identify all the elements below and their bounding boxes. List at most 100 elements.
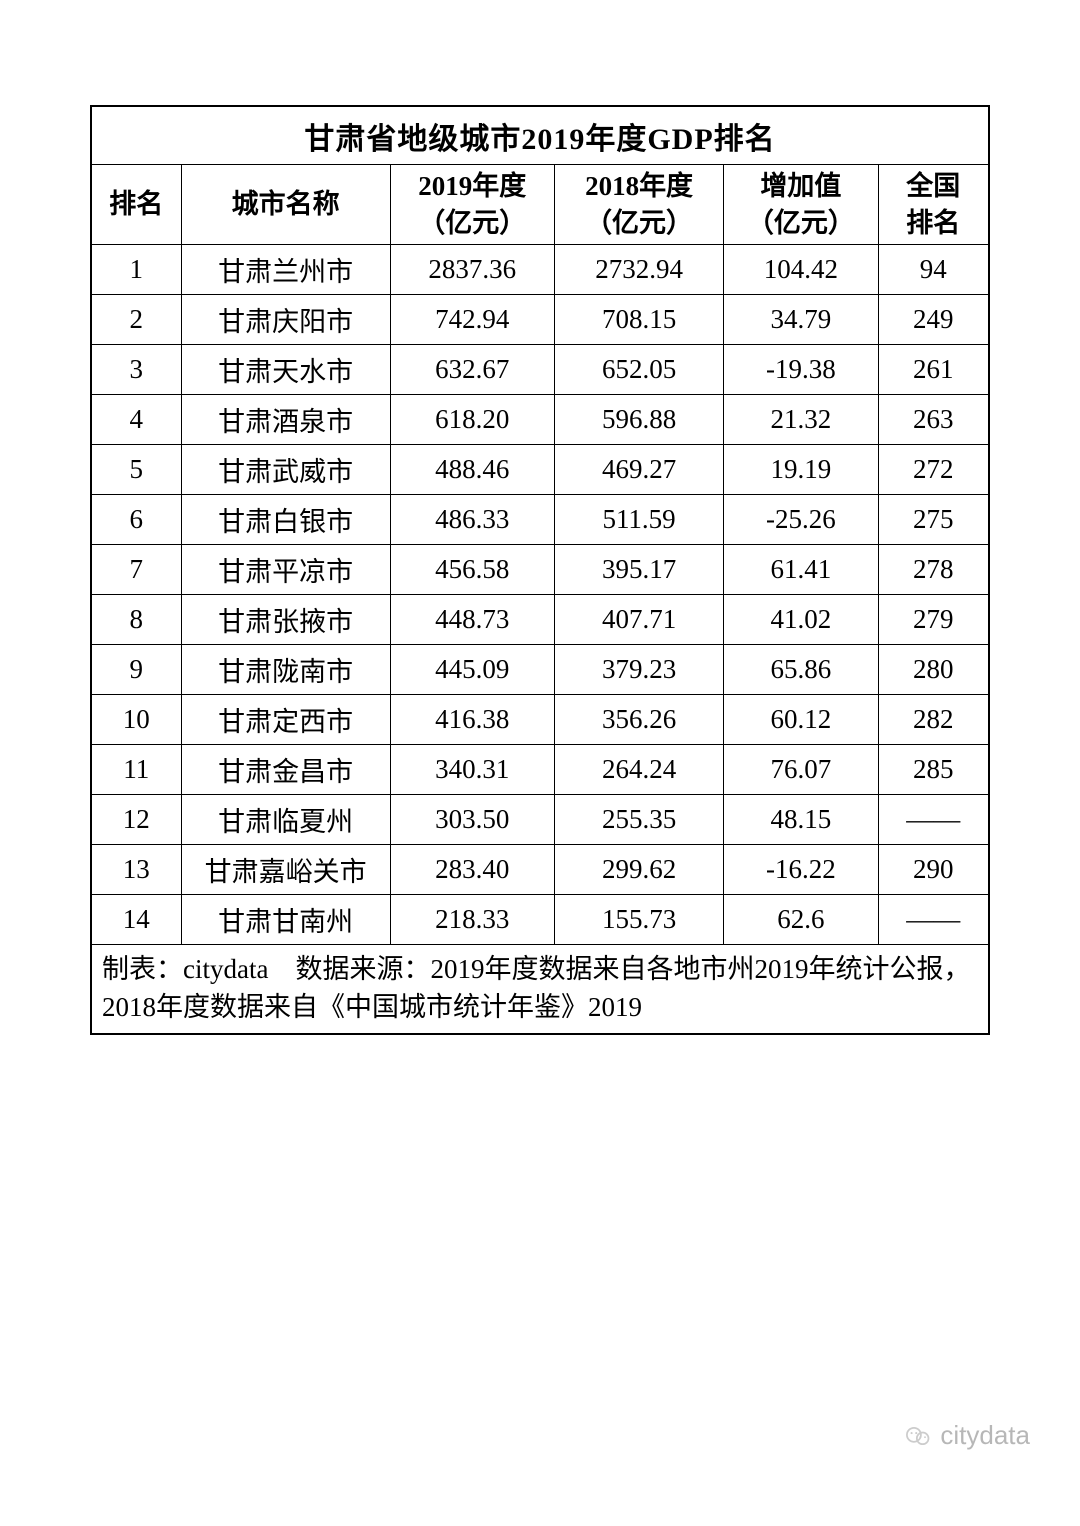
- table-footer-text: 制表：citydata 数据来源：2019年度数据来自各地市州2019年统计公报…: [102, 951, 978, 1027]
- table-row: 12甘肃临夏州303.50255.3548.15——: [92, 795, 988, 845]
- cell-increase: 104.42: [724, 245, 878, 294]
- table-row: 10甘肃定西市416.38356.2660.12282: [92, 695, 988, 745]
- header-2018-line1: 2018年度: [585, 168, 693, 204]
- cell-rank: 14: [92, 895, 182, 944]
- wechat-icon: [904, 1422, 932, 1450]
- cell-rank: 3: [92, 345, 182, 394]
- cell-y2019: 340.31: [391, 745, 555, 794]
- cell-increase: 76.07: [724, 745, 878, 794]
- header-national-line1: 全国: [906, 168, 960, 204]
- cell-national-rank: 249: [879, 295, 989, 344]
- table-row: 6甘肃白银市486.33511.59-25.26275: [92, 495, 988, 545]
- header-2018: 2018年度 （亿元）: [555, 165, 724, 244]
- cell-rank: 1: [92, 245, 182, 294]
- watermark: citydata: [904, 1420, 1030, 1451]
- cell-increase: 34.79: [724, 295, 878, 344]
- cell-national-rank: ——: [879, 895, 989, 944]
- cell-y2018: 264.24: [555, 745, 724, 794]
- cell-increase: 60.12: [724, 695, 878, 744]
- cell-rank: 4: [92, 395, 182, 444]
- cell-national-rank: ——: [879, 795, 989, 844]
- header-rank: 排名: [92, 165, 182, 244]
- cell-city: 甘肃庆阳市: [182, 295, 391, 344]
- cell-rank: 10: [92, 695, 182, 744]
- cell-y2019: 618.20: [391, 395, 555, 444]
- cell-increase: 61.41: [724, 545, 878, 594]
- cell-increase: 62.6: [724, 895, 878, 944]
- cell-rank: 9: [92, 645, 182, 694]
- cell-y2018: 395.17: [555, 545, 724, 594]
- cell-national-rank: 275: [879, 495, 989, 544]
- cell-increase: 21.32: [724, 395, 878, 444]
- table-header-row: 排名 城市名称 2019年度 （亿元） 2018年度 （亿元） 增加值 （亿元）…: [92, 165, 988, 245]
- cell-city: 甘肃平凉市: [182, 545, 391, 594]
- header-city: 城市名称: [182, 165, 391, 244]
- cell-increase: 19.19: [724, 445, 878, 494]
- cell-y2018: 511.59: [555, 495, 724, 544]
- table-row: 7甘肃平凉市456.58395.1761.41278: [92, 545, 988, 595]
- cell-national-rank: 261: [879, 345, 989, 394]
- table-row: 1甘肃兰州市2837.362732.94104.4294: [92, 245, 988, 295]
- cell-y2018: 255.35: [555, 795, 724, 844]
- cell-city: 甘肃甘南州: [182, 895, 391, 944]
- header-2019-line1: 2019年度: [418, 168, 526, 204]
- cell-city: 甘肃张掖市: [182, 595, 391, 644]
- cell-y2019: 742.94: [391, 295, 555, 344]
- table-body: 1甘肃兰州市2837.362732.94104.42942甘肃庆阳市742.94…: [92, 245, 988, 945]
- cell-y2019: 448.73: [391, 595, 555, 644]
- cell-rank: 8: [92, 595, 182, 644]
- header-national-line2: 排名: [906, 205, 960, 241]
- cell-city: 甘肃陇南市: [182, 645, 391, 694]
- cell-national-rank: 282: [879, 695, 989, 744]
- cell-y2019: 632.67: [391, 345, 555, 394]
- header-increase: 增加值 （亿元）: [724, 165, 878, 244]
- table-row: 8甘肃张掖市448.73407.7141.02279: [92, 595, 988, 645]
- cell-city: 甘肃白银市: [182, 495, 391, 544]
- cell-city: 甘肃兰州市: [182, 245, 391, 294]
- cell-national-rank: 94: [879, 245, 989, 294]
- cell-y2019: 416.38: [391, 695, 555, 744]
- cell-city: 甘肃嘉峪关市: [182, 845, 391, 894]
- cell-increase: -19.38: [724, 345, 878, 394]
- cell-y2019: 303.50: [391, 795, 555, 844]
- cell-y2018: 469.27: [555, 445, 724, 494]
- table-row: 4甘肃酒泉市618.20596.8821.32263: [92, 395, 988, 445]
- cell-rank: 6: [92, 495, 182, 544]
- cell-y2019: 218.33: [391, 895, 555, 944]
- table-title: 甘肃省地级城市2019年度GDP排名: [92, 107, 988, 165]
- cell-y2018: 155.73: [555, 895, 724, 944]
- cell-national-rank: 279: [879, 595, 989, 644]
- header-city-label: 城市名称: [232, 186, 340, 222]
- cell-y2018: 708.15: [555, 295, 724, 344]
- cell-y2018: 652.05: [555, 345, 724, 394]
- cell-y2018: 407.71: [555, 595, 724, 644]
- cell-y2018: 2732.94: [555, 245, 724, 294]
- cell-increase: -16.22: [724, 845, 878, 894]
- cell-increase: 65.86: [724, 645, 878, 694]
- header-national-rank: 全国 排名: [879, 165, 989, 244]
- cell-national-rank: 263: [879, 395, 989, 444]
- cell-increase: 41.02: [724, 595, 878, 644]
- cell-y2019: 283.40: [391, 845, 555, 894]
- table-row: 11甘肃金昌市340.31264.2476.07285: [92, 745, 988, 795]
- cell-city: 甘肃酒泉市: [182, 395, 391, 444]
- header-rank-label: 排名: [109, 186, 163, 222]
- cell-y2019: 2837.36: [391, 245, 555, 294]
- cell-rank: 13: [92, 845, 182, 894]
- cell-rank: 12: [92, 795, 182, 844]
- table-row: 14甘肃甘南州218.33155.7362.6——: [92, 895, 988, 945]
- cell-y2018: 379.23: [555, 645, 724, 694]
- header-increase-line1: 增加值: [760, 168, 841, 204]
- cell-city: 甘肃武威市: [182, 445, 391, 494]
- watermark-text: citydata: [940, 1420, 1030, 1451]
- table-row: 13甘肃嘉峪关市283.40299.62-16.22290: [92, 845, 988, 895]
- cell-rank: 2: [92, 295, 182, 344]
- cell-y2019: 445.09: [391, 645, 555, 694]
- cell-national-rank: 285: [879, 745, 989, 794]
- cell-y2018: 299.62: [555, 845, 724, 894]
- cell-rank: 5: [92, 445, 182, 494]
- header-2019-line2: （亿元）: [418, 205, 526, 241]
- header-2019: 2019年度 （亿元）: [391, 165, 555, 244]
- cell-y2018: 596.88: [555, 395, 724, 444]
- cell-national-rank: 280: [879, 645, 989, 694]
